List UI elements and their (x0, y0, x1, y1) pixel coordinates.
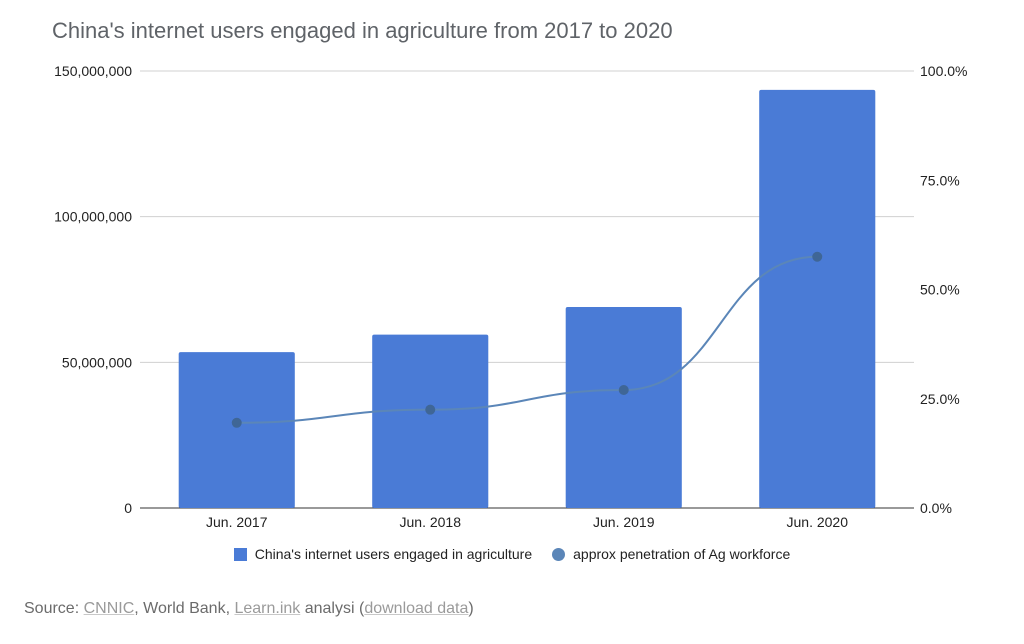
y-left-tick-label: 100,000,000 (54, 209, 132, 225)
bar (178, 352, 295, 508)
bar (565, 306, 682, 508)
chart-title: China's internet users engaged in agricu… (52, 18, 673, 43)
y-left-tick-label: 150,000,000 (54, 63, 132, 79)
source-suffix: ) (468, 600, 474, 617)
line-point (618, 385, 629, 396)
source-mid1: , World Bank, (134, 600, 235, 617)
y-right-tick-label: 75.0% (920, 172, 960, 188)
y-right-tick-label: 100.0% (920, 63, 967, 79)
legend-item-penetration: approx penetration of Ag workforce (552, 546, 790, 562)
download-data-link[interactable]: download data (364, 600, 469, 617)
source-mid2: analysi ( (300, 600, 365, 617)
x-tick-label: Jun. 2019 (593, 514, 655, 530)
line-point (231, 417, 242, 428)
source-prefix: Source: (24, 600, 84, 617)
y-left-tick-label: 0 (124, 500, 132, 516)
legend-item-users: China's internet users engaged in agricu… (233, 546, 533, 562)
legend-label-users: China's internet users engaged in agricu… (254, 546, 533, 562)
x-tick-label: Jun. 2018 (400, 514, 462, 530)
learnink-link[interactable]: Learn.ink (234, 600, 301, 617)
bar (372, 334, 489, 508)
legend-swatch-line (552, 547, 566, 561)
line-point (812, 251, 823, 262)
bar (759, 89, 876, 508)
x-tick-label: Jun. 2020 (787, 514, 849, 530)
legend-swatch-bar (233, 547, 247, 561)
x-tick-label: Jun. 2017 (206, 514, 268, 530)
series-line-penetration (236, 255, 818, 424)
cnnic-link[interactable]: CNNIC (83, 600, 135, 617)
line-point (425, 404, 436, 415)
legend-label-penetration: approx penetration of Ag workforce (573, 546, 791, 562)
y-right-tick-label: 25.0% (920, 391, 960, 407)
y-left-tick-label: 50,000,000 (62, 354, 132, 370)
source-note: Source: CNNIC, World Bank, Learn.ink ana… (24, 600, 474, 618)
chart-legend: China's internet users engaged in agricu… (0, 546, 1024, 562)
chart-canvas: 0 50,000,000 100,000,000 150,000,000 0.0% 25.… (54, 63, 967, 530)
y-right-tick-label: 0.0% (920, 500, 952, 516)
y-right-tick-label: 50.0% (920, 282, 960, 298)
